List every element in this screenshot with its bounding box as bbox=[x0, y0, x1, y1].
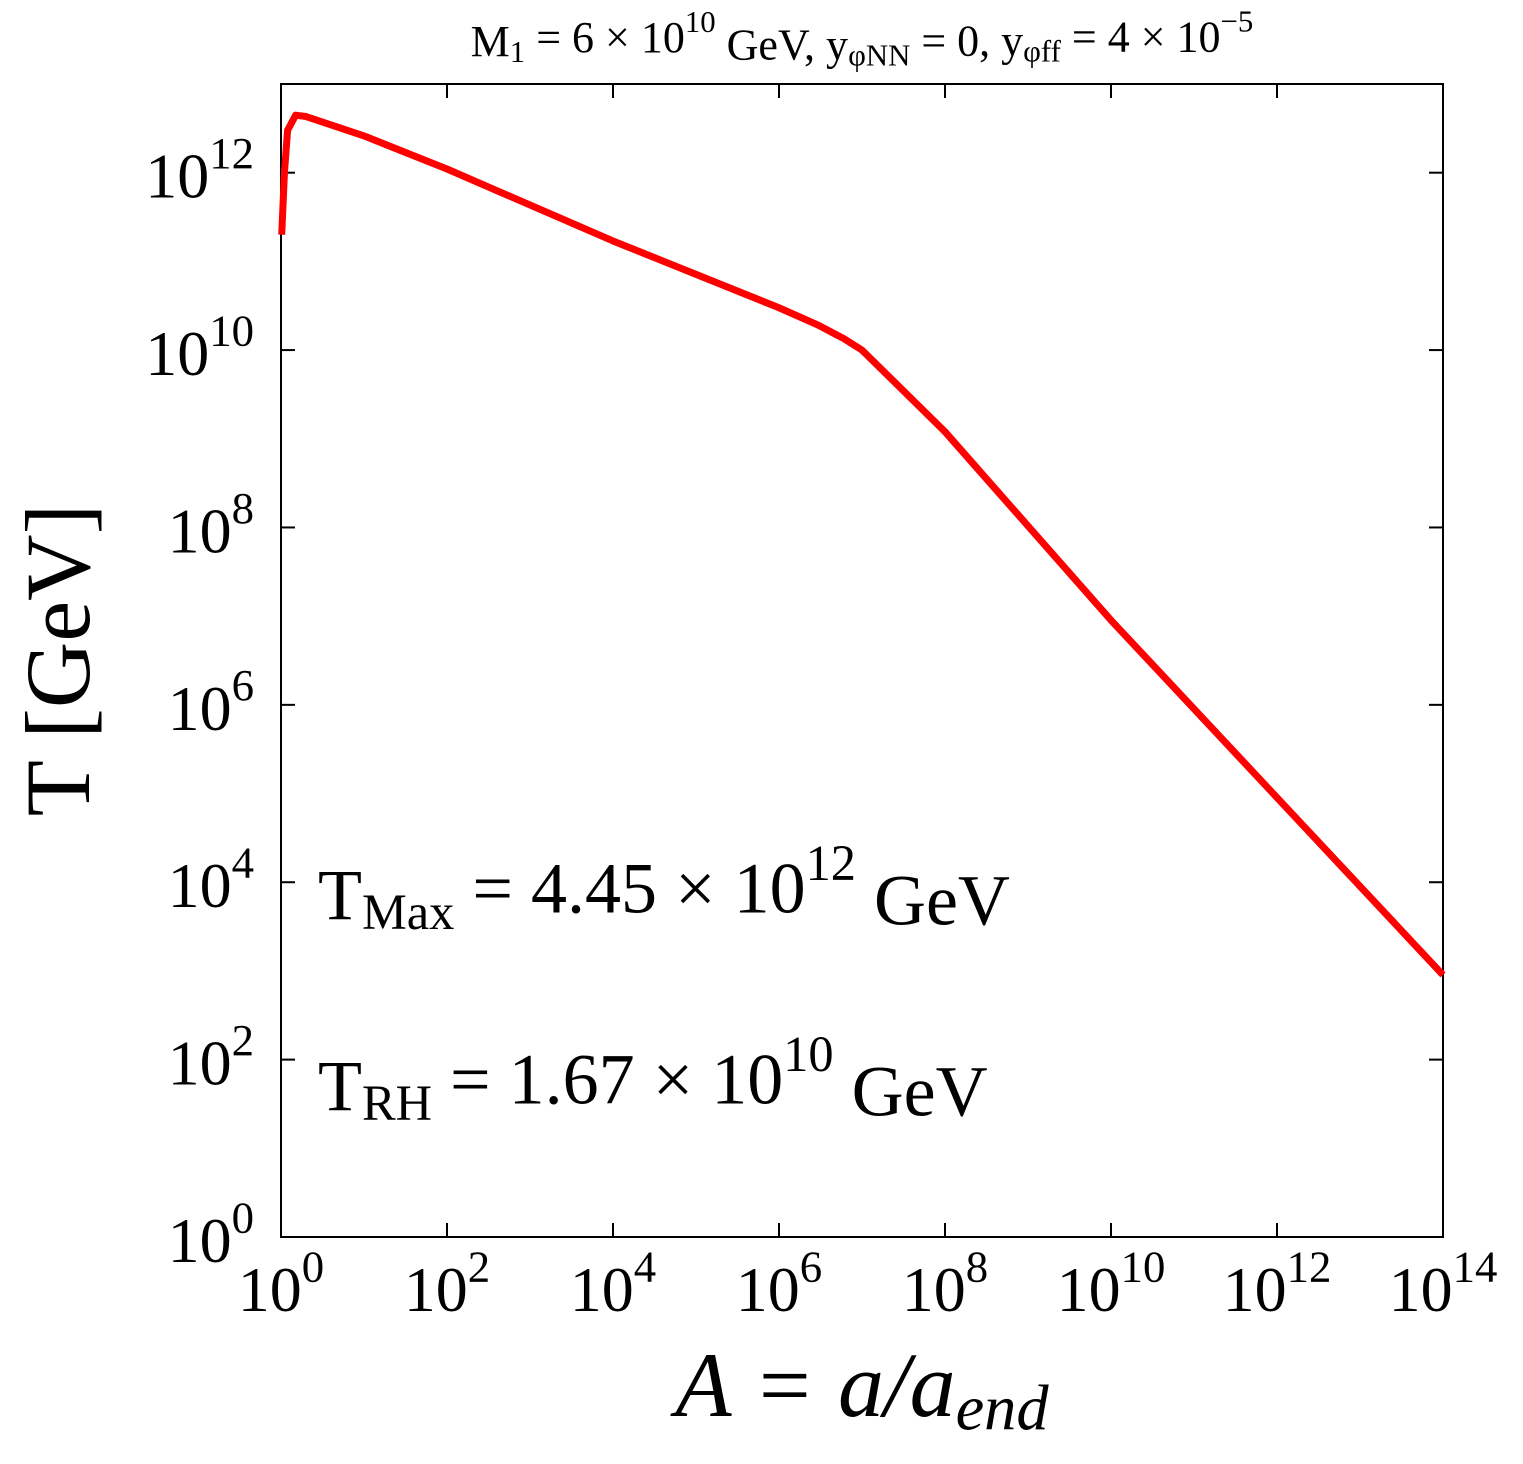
y-tick-label: 102 bbox=[168, 1015, 254, 1098]
x-tick-label: 1012 bbox=[1223, 1242, 1332, 1325]
y-tick-label: 108 bbox=[168, 483, 254, 566]
x-axis-label: A = a/aend bbox=[669, 1334, 1049, 1443]
x-tick-label: 100 bbox=[238, 1242, 324, 1325]
x-tick-label: 108 bbox=[902, 1242, 988, 1325]
y-tick-label: 1012 bbox=[145, 128, 254, 211]
x-tick-label: 104 bbox=[570, 1242, 656, 1325]
x-tick-label: 1014 bbox=[1389, 1242, 1498, 1325]
line bbox=[278, 111, 1446, 978]
x-tick-label: 102 bbox=[404, 1242, 490, 1325]
plot-frame bbox=[280, 83, 1444, 1238]
y-tick-label: 100 bbox=[168, 1193, 254, 1276]
y-tick-label: 104 bbox=[168, 838, 254, 921]
annotation: TRH = 1.67 × 1010 GeV bbox=[318, 1025, 988, 1131]
annotation: TMax = 4.45 × 1012 GeV bbox=[318, 834, 1010, 940]
y-tick-label: 106 bbox=[168, 660, 254, 743]
chart-title: M1 = 6 × 1010 GeV, yφNN = 0, yφff = 4 × … bbox=[471, 5, 1254, 73]
y-axis-label: T [GeV] bbox=[7, 504, 109, 817]
y-tick-label: 1010 bbox=[145, 306, 254, 389]
x-tick-label: 106 bbox=[736, 1242, 822, 1325]
x-tick-label: 1010 bbox=[1057, 1242, 1166, 1325]
